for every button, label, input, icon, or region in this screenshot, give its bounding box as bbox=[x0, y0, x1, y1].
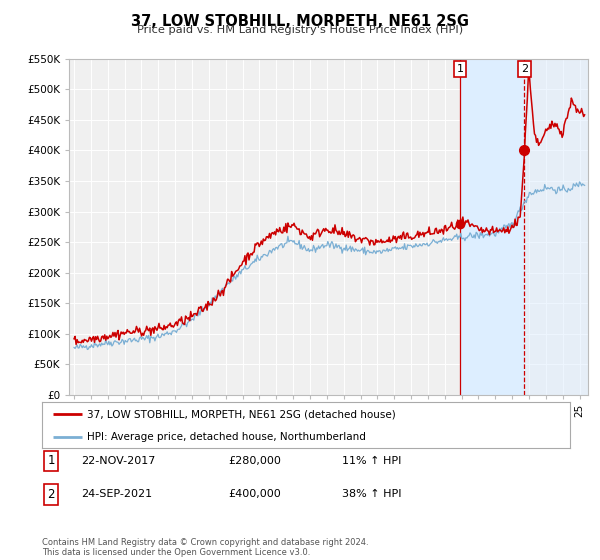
Text: £400,000: £400,000 bbox=[228, 489, 281, 500]
Text: 2: 2 bbox=[47, 488, 55, 501]
Text: Contains HM Land Registry data © Crown copyright and database right 2024.
This d: Contains HM Land Registry data © Crown c… bbox=[42, 538, 368, 557]
Bar bbox=[524, 59, 588, 395]
Text: 2: 2 bbox=[521, 64, 528, 74]
Text: 24-SEP-2021: 24-SEP-2021 bbox=[81, 489, 152, 500]
Text: 37, LOW STOBHILL, MORPETH, NE61 2SG (detached house): 37, LOW STOBHILL, MORPETH, NE61 2SG (det… bbox=[87, 409, 395, 419]
Text: 22-NOV-2017: 22-NOV-2017 bbox=[81, 456, 155, 466]
Text: 1: 1 bbox=[47, 454, 55, 468]
Text: 1: 1 bbox=[457, 64, 463, 74]
Text: 11% ↑ HPI: 11% ↑ HPI bbox=[342, 456, 401, 466]
Text: Price paid vs. HM Land Registry's House Price Index (HPI): Price paid vs. HM Land Registry's House … bbox=[137, 25, 463, 35]
Text: HPI: Average price, detached house, Northumberland: HPI: Average price, detached house, Nort… bbox=[87, 432, 366, 441]
Bar bbox=[460, 59, 524, 395]
Text: £280,000: £280,000 bbox=[228, 456, 281, 466]
Text: 38% ↑ HPI: 38% ↑ HPI bbox=[342, 489, 401, 500]
Text: 37, LOW STOBHILL, MORPETH, NE61 2SG: 37, LOW STOBHILL, MORPETH, NE61 2SG bbox=[131, 14, 469, 29]
